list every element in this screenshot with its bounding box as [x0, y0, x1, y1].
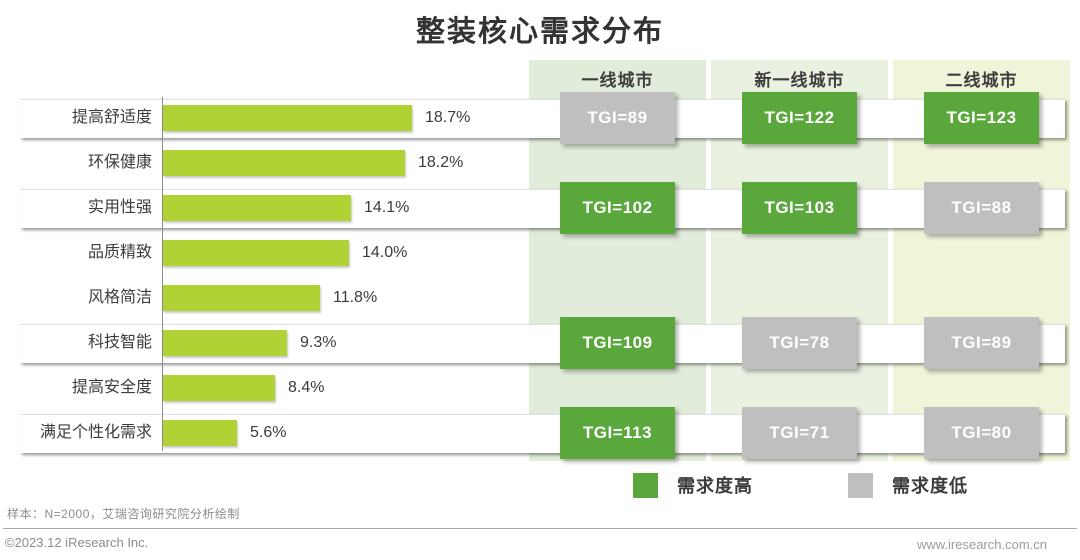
footer-divider	[3, 528, 1077, 529]
column-tier1-header: 一线城市	[581, 71, 654, 90]
tgi-badge: TGI=88	[924, 182, 1039, 234]
category-label: 提高舒适度	[71, 109, 152, 126]
y-axis-line	[162, 97, 163, 451]
column-tier2-header: 二线城市	[945, 71, 1018, 90]
bar-keji-zhineng	[163, 330, 287, 356]
value-label: 14.0%	[362, 244, 408, 261]
tgi-badge: TGI=102	[560, 182, 675, 234]
tgi-badge: TGI=71	[742, 407, 857, 459]
copyright-text: ©2023.12 iResearch Inc.	[5, 535, 149, 550]
legend: 需求度高 需求度低	[633, 472, 968, 498]
value-label: 5.6%	[250, 424, 287, 441]
sample-note: 样本：N=2000，艾瑞咨询研究院分析绘制	[7, 507, 240, 521]
column-new-tier1-header: 新一线城市	[754, 71, 845, 90]
bar-huanbao-jiankang	[163, 150, 405, 176]
tgi-badge: TGI=113	[560, 407, 675, 459]
bar-tigao-shushidu	[163, 105, 412, 131]
value-label: 8.4%	[288, 379, 325, 396]
tgi-badge: TGI=103	[742, 182, 857, 234]
bar-shiyong-xingqiang	[163, 195, 351, 221]
website-text: www.iresearch.com.cn	[916, 537, 1047, 552]
value-label: 9.3%	[300, 334, 337, 351]
bar-tigao-anquandu	[163, 375, 275, 401]
bar-fengge-jianjie	[163, 285, 320, 311]
tgi-badge: TGI=80	[924, 407, 1039, 459]
tgi-badge: TGI=122	[742, 92, 857, 144]
legend-swatch-high-demand	[633, 472, 658, 498]
legend-swatch-low-demand	[848, 472, 873, 498]
chart-title: 整装核心需求分布	[415, 16, 664, 48]
value-label: 18.2%	[418, 154, 464, 171]
category-label: 提高安全度	[71, 379, 152, 396]
legend-label-high-demand: 需求度高	[677, 476, 753, 496]
value-label: 11.8%	[333, 289, 378, 306]
tgi-badge: TGI=89	[560, 92, 675, 144]
value-label: 14.1%	[364, 199, 410, 216]
category-label: 环保健康	[87, 154, 152, 171]
tgi-badge: TGI=109	[560, 317, 675, 369]
tgi-badge: TGI=78	[742, 317, 857, 369]
legend-label-low-demand: 需求度低	[892, 476, 968, 496]
tgi-badge: TGI=123	[924, 92, 1039, 144]
tgi-badge: TGI=89	[924, 317, 1039, 369]
category-label: 风格简洁	[87, 289, 152, 306]
category-label: 品质精致	[87, 244, 152, 261]
legend-item-high: 需求度高	[633, 472, 753, 498]
value-label: 18.7%	[425, 109, 471, 126]
category-label: 满足个性化需求	[39, 424, 152, 441]
legend-item-low: 需求度低	[848, 472, 968, 498]
bar-pinzhi-jingzhi	[163, 240, 349, 266]
bar-manzu-gexinghua	[163, 420, 237, 446]
category-label: 实用性强	[87, 199, 152, 216]
category-label: 科技智能	[87, 334, 152, 351]
